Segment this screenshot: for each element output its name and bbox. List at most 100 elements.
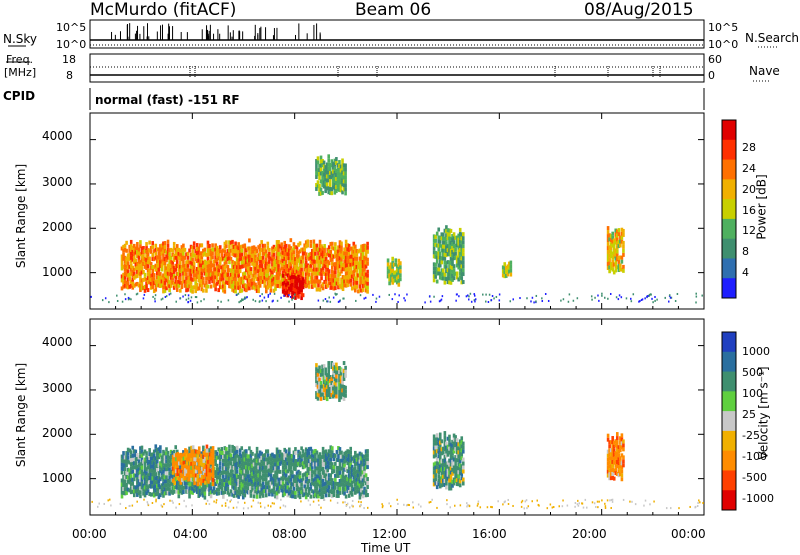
power-noise-cell	[197, 301, 199, 303]
velocity-noise-cell	[337, 502, 339, 504]
power-echo-cell	[321, 191, 324, 195]
power-noise-cell	[388, 294, 390, 296]
velocity-noise-cell	[562, 505, 564, 507]
power-echo-cell	[460, 276, 463, 280]
power-echo-cell	[327, 154, 330, 158]
velocity-echo-cell	[230, 489, 233, 493]
power-echo-cell	[228, 260, 231, 264]
power-echo-cell	[366, 246, 369, 250]
power-echo-cell	[316, 276, 319, 280]
velocity-noise-cell	[702, 502, 704, 504]
velocity-echo-cell	[334, 454, 337, 458]
velocity-echo-cell	[256, 495, 259, 499]
power-echo-cell	[159, 272, 162, 276]
power-echo-cell	[228, 252, 231, 256]
power-noise-cell	[294, 294, 296, 296]
power-echo-cell	[366, 270, 369, 274]
velocity-echo-cell	[320, 381, 323, 385]
power-echo-cell	[437, 267, 440, 271]
power-echo-cell	[193, 245, 196, 249]
velocity-noise-cell	[344, 501, 346, 503]
power-noise-cell	[499, 293, 501, 295]
power-echo-cell	[148, 257, 151, 261]
velocity-echo-cell	[219, 461, 222, 465]
velocity-noise-cell	[528, 505, 530, 507]
velocity-echo-cell	[318, 366, 321, 370]
power-echo-cell	[265, 249, 268, 253]
velocity-echo-cell	[434, 453, 437, 457]
velocity-echo-cell	[325, 493, 328, 497]
velocity-noise-cell	[280, 499, 282, 501]
power-noise-cell	[318, 300, 320, 302]
velocity-echo-cell	[245, 449, 248, 453]
power-echo-cell	[462, 280, 465, 284]
power-noise-cell	[397, 301, 399, 303]
power-noise-cell	[236, 294, 238, 296]
velocity-noise-cell	[147, 503, 149, 505]
velocity-echo-cell	[247, 486, 250, 490]
power-echo-cell	[176, 244, 179, 248]
velocity-noise-cell	[526, 499, 528, 501]
power-colorbar-swatch	[722, 120, 736, 140]
power-noise-cell	[616, 296, 618, 298]
velocity-noise-cell	[388, 502, 390, 504]
power-noise-cell	[220, 301, 222, 303]
power-noise-cell	[424, 301, 426, 303]
velocity-echo-cell	[273, 486, 276, 490]
power-echo-cell	[302, 277, 305, 281]
power-echo-cell	[263, 244, 266, 248]
power-noise-cell	[496, 296, 498, 298]
power-noise-cell	[604, 297, 606, 299]
power-noise-cell	[696, 296, 698, 298]
velocity-noise-cell	[283, 505, 285, 507]
power-echo-cell	[391, 257, 394, 261]
velocity-echo-cell	[299, 471, 302, 475]
power-noise-cell	[323, 300, 325, 302]
power-noise-cell	[647, 295, 649, 297]
velocity-echo-cell	[616, 440, 619, 444]
velocity-noise-cell	[352, 500, 354, 502]
velocity-noise-cell	[318, 504, 320, 506]
velocity-echo-cell	[344, 390, 347, 394]
power-noise-cell	[651, 298, 653, 300]
velocity-echo-cell	[333, 493, 336, 497]
velocity-echo-cell	[165, 471, 168, 475]
velocity-noise-cell	[268, 505, 270, 507]
power-echo-cell	[164, 241, 167, 245]
velocity-echo-cell	[622, 443, 625, 447]
power-echo-cell	[191, 250, 194, 254]
power-echo-cell	[436, 280, 439, 284]
velocity-noise-cell	[253, 500, 255, 502]
power-echo-cell	[130, 240, 133, 244]
velocity-echo-cell	[462, 462, 465, 466]
power-echo-cell	[224, 290, 227, 294]
power-noise-cell	[200, 300, 202, 302]
velocity-echo-cell	[250, 494, 253, 498]
velocity-echo-cell	[366, 449, 369, 453]
velocity-echo-cell	[220, 487, 223, 491]
velocity-noise-cell	[260, 502, 262, 504]
power-noise-cell	[475, 298, 477, 300]
power-noise-cell	[591, 299, 593, 301]
velocity-noise-cell	[605, 507, 607, 509]
velocity-noise-cell	[490, 506, 492, 508]
velocity-echo-cell	[135, 462, 138, 466]
velocity-noise-cell	[313, 501, 315, 503]
velocity-echo-cell	[253, 494, 256, 498]
power-echo-cell	[196, 243, 199, 247]
power-noise-cell	[535, 300, 537, 302]
velocity-echo-cell	[613, 477, 616, 481]
velocity-noise-cell	[649, 503, 651, 505]
power-echo-cell	[434, 239, 437, 243]
velocity-noise-cell	[491, 506, 493, 508]
power-echo-cell	[322, 286, 325, 290]
velocity-echo-cell	[131, 470, 134, 474]
velocity-noise-cell	[698, 499, 700, 501]
power-echo-cell	[224, 286, 227, 290]
velocity-echo-cell	[285, 473, 288, 477]
power-echo-cell	[196, 283, 199, 287]
power-noise-cell	[137, 293, 139, 295]
power-noise-cell	[330, 301, 332, 303]
velocity-noise-cell	[553, 506, 555, 508]
velocity-echo-cell	[247, 470, 250, 474]
